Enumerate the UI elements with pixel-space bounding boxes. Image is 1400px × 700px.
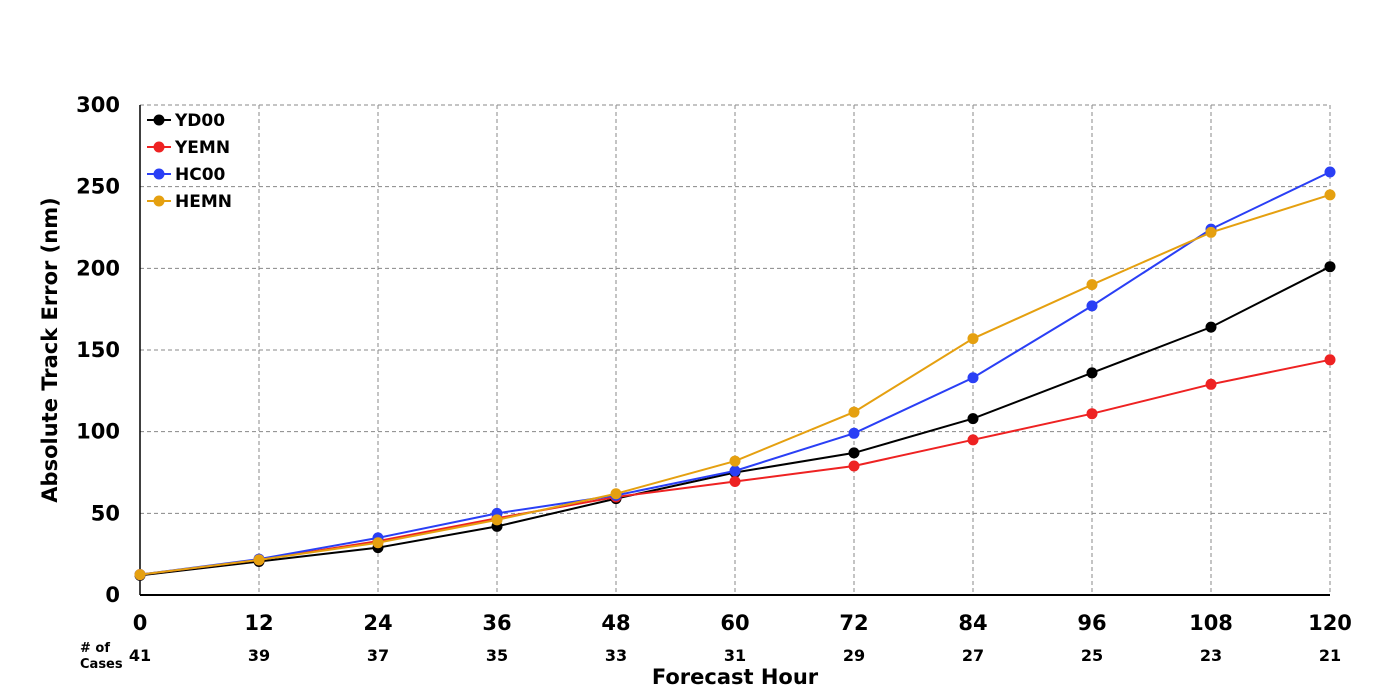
y-tick-label: 150	[76, 338, 120, 362]
x-tick-label: 0	[133, 611, 148, 635]
case-count: 23	[1200, 646, 1222, 665]
data-point	[1205, 378, 1217, 390]
case-count: 33	[605, 646, 627, 665]
case-count: 37	[367, 646, 389, 665]
legend-label: YEMN	[174, 138, 230, 158]
data-point	[610, 488, 622, 500]
axes	[139, 104, 1331, 596]
legend-marker	[153, 195, 165, 207]
cases-row: 41 39 37 35 33 31 29 27 25 23 21	[129, 646, 1341, 665]
cases-label-line1: # of	[80, 641, 110, 656]
case-count: 31	[724, 646, 746, 665]
data-point	[1086, 300, 1098, 312]
data-point	[967, 372, 979, 384]
data-point	[491, 514, 503, 526]
data-point	[1324, 189, 1336, 201]
data-point	[134, 569, 146, 581]
data-point	[848, 406, 860, 418]
x-tick-label: 96	[1077, 611, 1106, 635]
data-point	[967, 413, 979, 425]
data-point	[1324, 261, 1336, 273]
data-point	[1324, 354, 1336, 366]
case-count: 41	[129, 646, 151, 665]
legend-label: HEMN	[175, 192, 232, 212]
data-point	[967, 333, 979, 345]
data-point	[729, 465, 741, 477]
y-axis-label: Absolute Track Error (nm)	[38, 197, 62, 502]
data-point	[1086, 367, 1098, 379]
x-tick-label: 36	[482, 611, 511, 635]
case-count: 21	[1319, 646, 1341, 665]
data-point	[967, 434, 979, 446]
x-tick-label: 72	[839, 611, 868, 635]
data-point	[848, 427, 860, 439]
y-tick-label: 0	[105, 583, 120, 607]
x-tick-label: 24	[363, 611, 392, 635]
data-point	[372, 537, 384, 549]
y-tick-label: 300	[76, 93, 120, 117]
series-hemn	[134, 189, 1336, 581]
data-point	[1205, 321, 1217, 333]
legend-marker	[153, 168, 165, 180]
data-point	[1205, 226, 1217, 238]
case-count: 25	[1081, 646, 1103, 665]
case-count: 29	[843, 646, 865, 665]
x-tick-label: 84	[958, 611, 987, 635]
case-count: 35	[486, 646, 508, 665]
data-point	[848, 447, 860, 459]
legend-item-hc00: HC00	[147, 165, 226, 185]
data-point	[729, 455, 741, 467]
x-tick-label: 12	[244, 611, 273, 635]
data-point	[848, 460, 860, 472]
legend-item-hemn: HEMN	[147, 192, 232, 212]
data-point	[1324, 166, 1336, 178]
y-tick-label: 200	[76, 256, 120, 280]
data-point	[253, 554, 265, 566]
case-count: 39	[248, 646, 270, 665]
x-tick-label: 48	[601, 611, 630, 635]
x-tick-labels: 0 12 24 36 48 60 72 84 96 108 120	[133, 611, 1352, 635]
y-tick-label: 50	[91, 501, 120, 525]
series-lines	[134, 166, 1336, 581]
legend-marker	[153, 114, 165, 126]
x-tick-label: 60	[720, 611, 749, 635]
cases-label-line2: Cases	[80, 657, 123, 672]
legend-marker	[153, 141, 165, 153]
y-tick-label: 100	[76, 420, 120, 444]
x-tick-label: 108	[1189, 611, 1233, 635]
y-tick-labels: 0 50 100 150 200 250 300	[76, 93, 120, 607]
legend-item-yemn: YEMN	[147, 138, 230, 158]
x-axis-label: Forecast Hour	[652, 665, 819, 689]
y-tick-label: 250	[76, 175, 120, 199]
legend: YD00 YEMN HC00 HEMN	[147, 111, 232, 212]
legend-label: YD00	[174, 111, 225, 131]
x-tick-label: 120	[1308, 611, 1352, 635]
data-point	[1086, 279, 1098, 291]
data-point	[729, 475, 741, 487]
case-count: 27	[962, 646, 984, 665]
legend-label: HC00	[175, 165, 226, 185]
data-point	[1086, 408, 1098, 420]
legend-item-yd00: YD00	[147, 111, 225, 131]
